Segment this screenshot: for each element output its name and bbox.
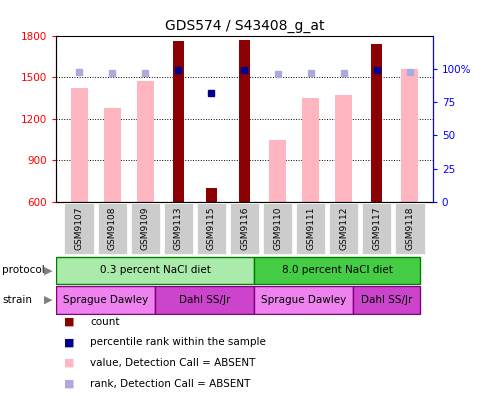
Bar: [56, 257, 254, 284]
Bar: [328, 203, 358, 254]
Bar: [262, 203, 292, 254]
Bar: [64, 203, 94, 254]
Bar: [269, 139, 285, 202]
Bar: [370, 44, 382, 202]
Text: ▶: ▶: [43, 265, 52, 275]
Title: GDS574 / S43408_g_at: GDS574 / S43408_g_at: [164, 19, 324, 33]
Bar: [335, 95, 351, 202]
Text: GSM9111: GSM9111: [305, 207, 314, 250]
Text: GSM9113: GSM9113: [174, 207, 183, 250]
Text: ▶: ▶: [43, 295, 52, 305]
Text: Dahl SS/Jr: Dahl SS/Jr: [360, 295, 411, 305]
Text: strain: strain: [2, 295, 32, 305]
Text: protocol: protocol: [2, 265, 45, 275]
Text: ■: ■: [63, 379, 74, 388]
Text: GSM9108: GSM9108: [108, 207, 117, 250]
Text: count: count: [90, 317, 120, 327]
Text: GSM9112: GSM9112: [338, 207, 347, 250]
Bar: [71, 88, 87, 202]
Bar: [401, 69, 417, 202]
Bar: [295, 203, 325, 254]
Bar: [254, 286, 353, 314]
Bar: [361, 203, 391, 254]
Bar: [104, 108, 121, 202]
Text: rank, Detection Call = ABSENT: rank, Detection Call = ABSENT: [90, 379, 250, 388]
Text: GSM9109: GSM9109: [141, 207, 150, 250]
Bar: [394, 203, 424, 254]
Bar: [163, 203, 193, 254]
Bar: [302, 98, 318, 202]
Bar: [238, 40, 250, 202]
Text: 8.0 percent NaCl diet: 8.0 percent NaCl diet: [281, 265, 391, 275]
Text: value, Detection Call = ABSENT: value, Detection Call = ABSENT: [90, 358, 255, 368]
Text: percentile rank within the sample: percentile rank within the sample: [90, 337, 266, 347]
Bar: [353, 286, 419, 314]
Bar: [254, 257, 419, 284]
Text: GSM9118: GSM9118: [405, 207, 413, 250]
Text: GSM9107: GSM9107: [75, 207, 83, 250]
Text: GSM9115: GSM9115: [206, 207, 216, 250]
Bar: [196, 203, 226, 254]
Bar: [229, 203, 259, 254]
Bar: [97, 203, 127, 254]
Bar: [205, 188, 217, 202]
Text: Sprague Dawley: Sprague Dawley: [261, 295, 346, 305]
Text: ■: ■: [63, 358, 74, 368]
Text: Sprague Dawley: Sprague Dawley: [63, 295, 148, 305]
Bar: [137, 81, 153, 202]
Text: ■: ■: [63, 337, 74, 347]
Text: 0.3 percent NaCl diet: 0.3 percent NaCl diet: [100, 265, 210, 275]
Bar: [56, 286, 155, 314]
Text: ■: ■: [63, 317, 74, 327]
Text: Dahl SS/Jr: Dahl SS/Jr: [179, 295, 230, 305]
Bar: [130, 203, 160, 254]
Text: GSM9117: GSM9117: [371, 207, 380, 250]
Text: GSM9110: GSM9110: [272, 207, 282, 250]
Bar: [172, 41, 184, 202]
Bar: [155, 286, 254, 314]
Text: GSM9116: GSM9116: [240, 207, 248, 250]
